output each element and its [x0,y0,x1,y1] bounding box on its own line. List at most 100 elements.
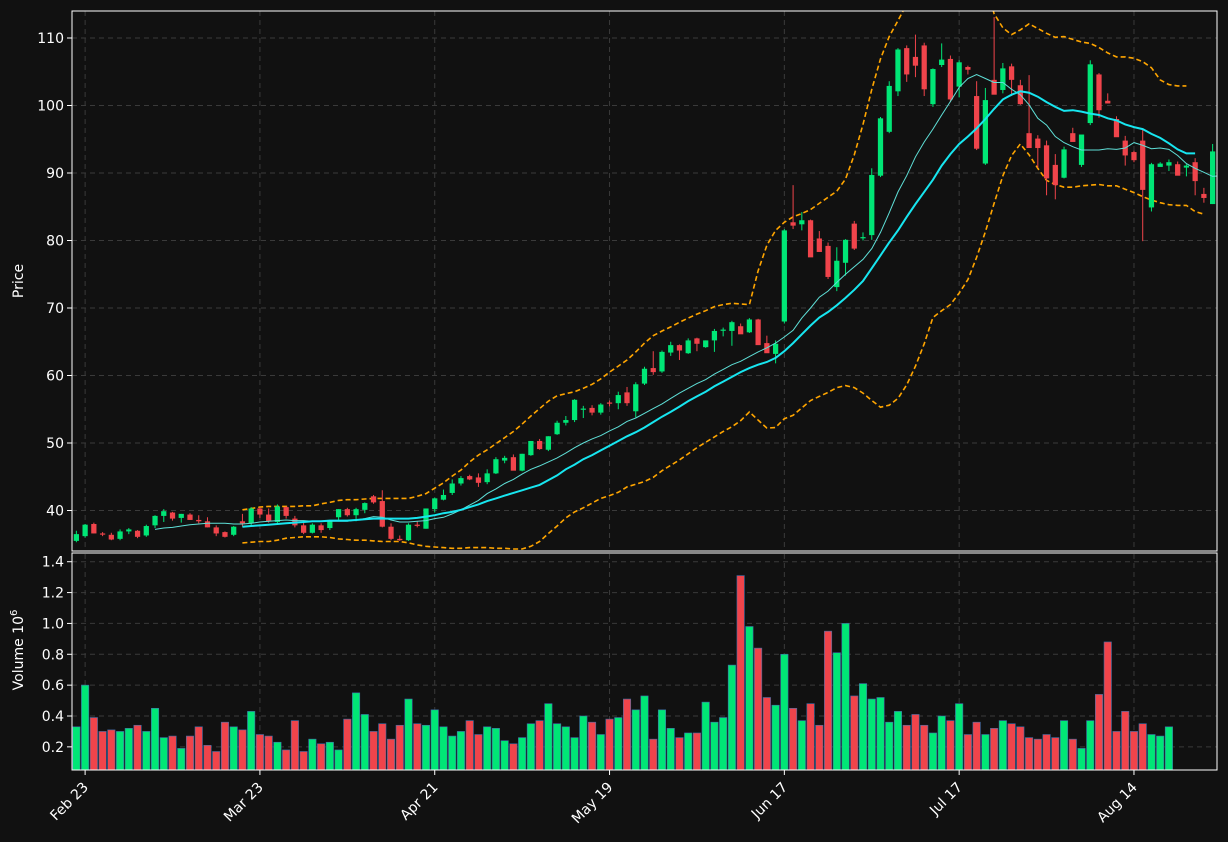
candle-body [1201,193,1207,198]
volume-bar [955,703,964,771]
candle [91,522,97,534]
volume-bar [771,704,780,771]
volume-bar [229,726,238,771]
candle-body [571,399,578,421]
volume-bar [360,714,369,771]
volume-bar [902,724,911,771]
volume-bar [98,731,107,771]
candle [755,318,761,346]
candle-body [414,524,420,526]
candle-body [204,521,211,528]
candle [502,455,508,464]
candle [204,517,211,528]
volume-bar [824,630,833,771]
candle-body [126,529,132,532]
candle [108,532,114,541]
candle [1043,140,1050,196]
volume-bar [649,738,658,771]
volume-bar [797,720,806,771]
volume-bar [185,735,195,771]
volume-bar [343,718,352,771]
volume-bar [81,684,90,771]
candle [414,521,420,528]
candle [231,526,237,537]
candle [449,479,455,495]
candle-body [178,513,184,518]
volume-bar [273,741,282,771]
volume-bar [352,692,361,771]
candle-body [1210,151,1216,205]
volume-bar [570,737,579,771]
price-y-tick-label: 90 [46,166,64,182]
volume-bar [963,734,972,771]
candle-body [134,530,141,537]
volume-bar [107,729,116,771]
candle [939,43,945,68]
candle-body [939,59,945,65]
candle [1131,150,1137,163]
candle-body [633,384,639,412]
volume-bar [1016,726,1025,771]
candle [126,528,132,535]
lower-band-line [242,142,1205,550]
candle [703,340,709,348]
ma-slow-line [242,90,1196,528]
candle-body [117,531,123,539]
volume-bar [893,711,902,771]
candle [1140,129,1146,242]
candle-body [82,524,88,537]
candle [458,476,464,486]
candle [545,436,551,452]
volume-bar [299,751,308,771]
candle-body [606,402,613,404]
candle [519,453,525,472]
volume-bar [657,709,666,771]
volume-bar [1164,726,1173,771]
candle-body [624,392,630,404]
candle-body [974,96,980,149]
candle-body [982,100,988,164]
candle-body [659,351,665,372]
candle-body [1113,119,1120,138]
candle [947,55,954,103]
volume-bar [465,720,474,771]
candle-body [738,326,744,335]
candle [257,507,263,518]
volume-bar [483,726,492,771]
candle-body [309,524,315,533]
candle-body [703,340,709,348]
candle-body [554,422,560,435]
volume-y-tick-label: 0.6 [42,678,64,694]
candle [1061,146,1067,179]
volume-bar [334,749,343,771]
volume-bar [579,715,588,771]
candle-body [143,526,149,536]
candle [720,327,726,337]
candle [825,242,831,279]
price-panel: 40 50 60 70 80 90 100 110 Price [11,10,1218,552]
volume-bar [168,735,177,771]
volume-y-tick-label: 1.4 [42,555,64,571]
candle [1035,135,1041,168]
candle [1000,62,1006,94]
candle [99,532,106,537]
volume-y-tick-label: 1.2 [42,586,64,602]
candle-body [563,420,569,423]
candle-body [729,322,735,331]
volume-axis-label-exponent: 6 [9,610,20,616]
candle-body [930,69,936,105]
volume-bar [885,721,894,771]
volume-bar [325,741,334,771]
candle [641,366,648,385]
candle [1026,75,1032,149]
candle [187,513,193,520]
candle [432,497,438,513]
candle-body [440,494,447,500]
volume-bar [736,575,745,771]
volume-bar [614,717,623,771]
candle [738,323,744,335]
volume-bar [928,732,937,771]
candle-body [1192,162,1198,182]
candle-body [519,453,525,471]
candle [904,45,910,82]
